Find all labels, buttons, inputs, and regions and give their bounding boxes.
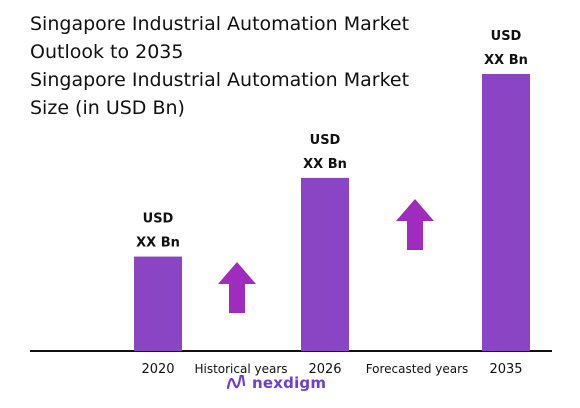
bar-2035 <box>482 74 530 351</box>
x-tick-label-2026: 2026 <box>308 362 341 377</box>
data-label-usd-2020: USD <box>143 212 174 227</box>
chart-title-line-1: Singapore Industrial Automation Market <box>30 13 410 35</box>
growth-arrow-icon-historical <box>218 262 256 313</box>
bar-2020 <box>134 256 182 351</box>
data-label-value-2035: XX Bn <box>484 53 528 68</box>
data-label-usd-2026: USD <box>310 133 341 148</box>
chart-subtitle-line-1: Singapore Industrial Automation Market <box>30 69 410 91</box>
brand-name: nexdigm <box>252 374 327 392</box>
phase-label-forecasted: Forecasted years <box>366 362 469 376</box>
data-label-value-2020: XX Bn <box>136 236 180 251</box>
chart-subtitle-line-2: Size (in USD Bn) <box>30 97 185 119</box>
brand-logo: nexdigm <box>226 374 326 392</box>
bar-2026 <box>301 177 349 351</box>
nexdigm-logo-icon <box>226 375 246 390</box>
x-tick-label-2020: 2020 <box>141 362 174 377</box>
phase-label-historical: Historical years <box>194 362 287 376</box>
data-label-value-2026: XX Bn <box>303 157 347 172</box>
growth-arrow-icon-forecast <box>396 199 434 250</box>
chart-title-line-2: Outlook to 2035 <box>30 41 184 63</box>
x-tick-label-2035: 2035 <box>489 362 522 377</box>
data-label-usd-2035: USD <box>491 29 522 44</box>
